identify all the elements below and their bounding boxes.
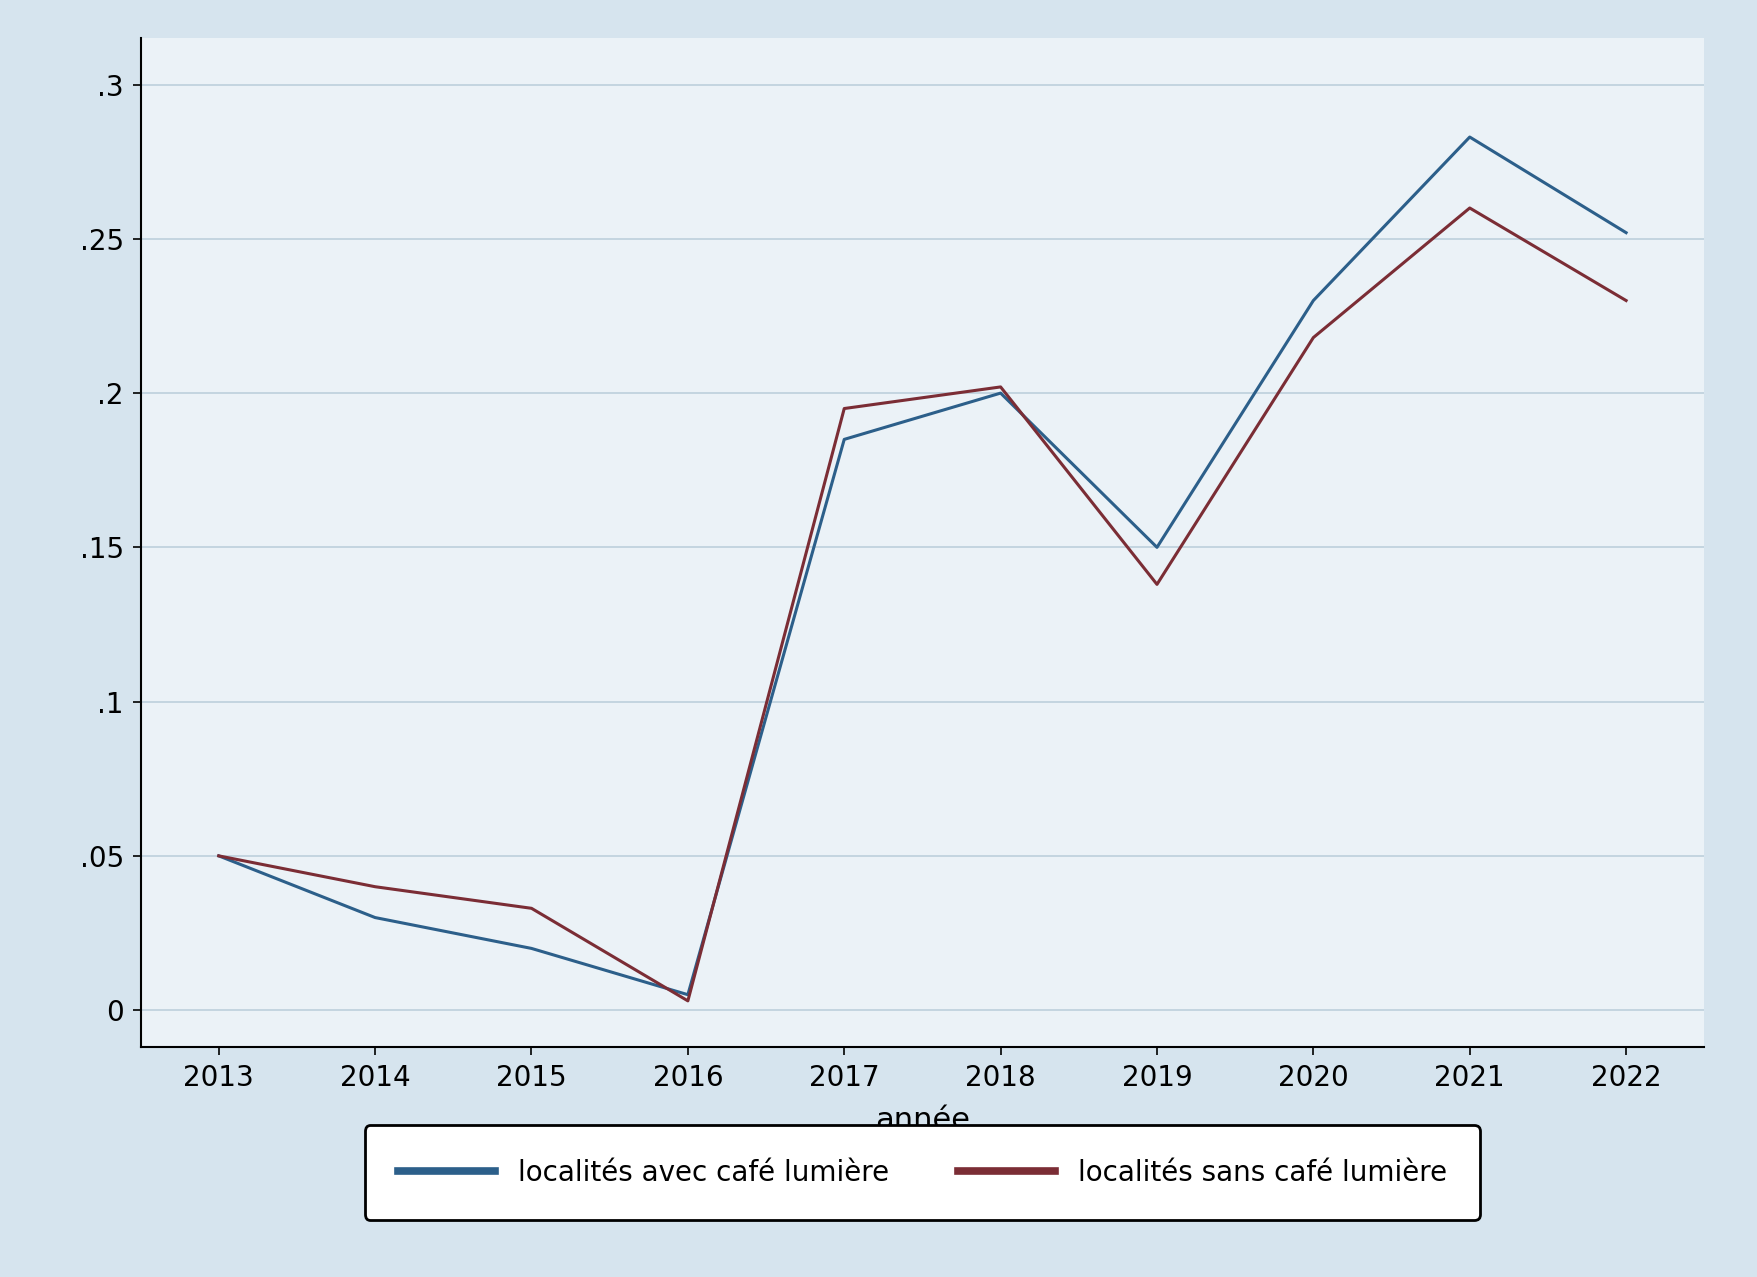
localités avec café lumière: [522, 941, 543, 956]
localités sans café lumière: [365, 879, 387, 894]
X-axis label: année: année: [875, 1106, 970, 1135]
localités avec café lumière: [365, 911, 387, 926]
localités sans café lumière: [678, 994, 699, 1009]
localités avec café lumière: [1147, 540, 1168, 555]
localités avec café lumière: [991, 386, 1012, 401]
localités sans café lumière: [209, 848, 230, 863]
Line: localités sans café lumière: localités sans café lumière: [220, 208, 1627, 1001]
localités avec café lumière: [1304, 292, 1325, 308]
localités avec café lumière: [1616, 225, 1638, 240]
Line: localités avec café lumière: localités avec café lumière: [220, 137, 1627, 995]
Legend: localités avec café lumière, localités sans café lumière: localités avec café lumière, localités s…: [365, 1125, 1479, 1220]
localités sans café lumière: [1460, 200, 1481, 216]
localités avec café lumière: [209, 848, 230, 863]
localités avec café lumière: [835, 432, 856, 447]
localités sans café lumière: [835, 401, 856, 416]
localités sans café lumière: [1304, 329, 1325, 345]
localités sans café lumière: [1147, 577, 1168, 593]
localités avec café lumière: [1460, 129, 1481, 144]
localités sans café lumière: [522, 900, 543, 916]
localités avec café lumière: [678, 987, 699, 1002]
localités sans café lumière: [991, 379, 1012, 395]
localités sans café lumière: [1616, 292, 1638, 308]
